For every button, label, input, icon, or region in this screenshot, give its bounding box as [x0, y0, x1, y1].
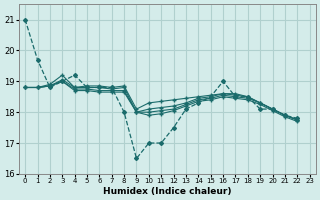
X-axis label: Humidex (Indice chaleur): Humidex (Indice chaleur)	[103, 187, 232, 196]
